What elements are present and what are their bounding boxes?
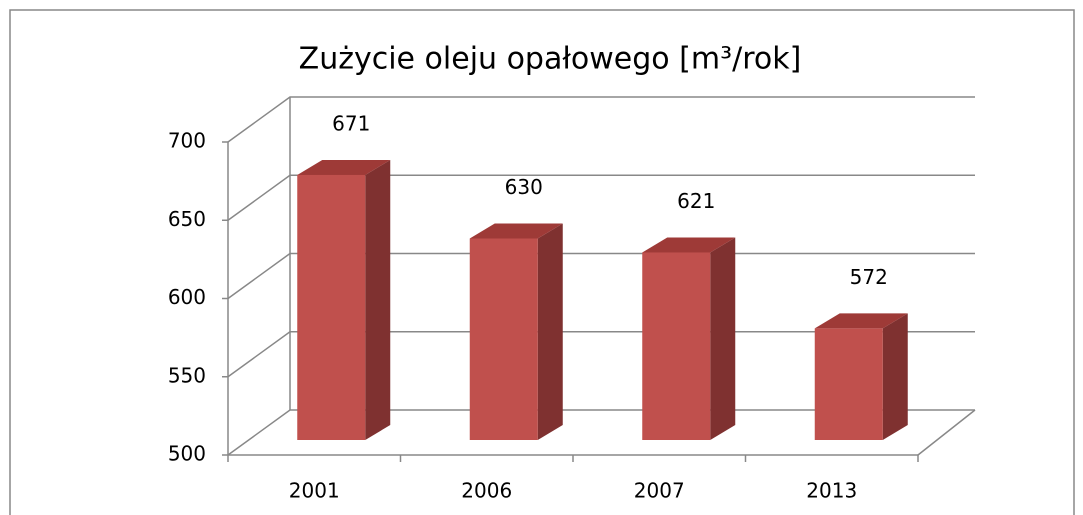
bar	[642, 237, 736, 440]
bar-front	[469, 238, 538, 440]
y-tick-label: 500	[168, 442, 206, 466]
bar-front	[297, 174, 366, 440]
bar-front	[642, 252, 711, 440]
y-tick-label: 650	[168, 207, 206, 231]
bar-side	[710, 237, 736, 440]
bar-front	[814, 328, 883, 440]
grid-line	[227, 409, 975, 456]
y-tick-label: 700	[168, 129, 206, 153]
bar-side	[537, 223, 563, 440]
bar-top	[814, 313, 908, 329]
grid-line	[227, 174, 975, 221]
value-label: 621	[677, 189, 715, 213]
value-label: 572	[850, 265, 888, 289]
bar-top	[297, 159, 391, 175]
bar	[814, 313, 908, 440]
chart-title: Zużycie oleju opałowego [m³/rok]	[299, 42, 802, 77]
grid-line	[227, 96, 975, 143]
value-label: 630	[505, 175, 543, 199]
value-label: 671	[332, 111, 370, 135]
bar	[469, 223, 563, 440]
x-tick-label: 2007	[634, 479, 685, 503]
x-tick-label: 2001	[289, 479, 340, 503]
bar-side	[365, 159, 391, 440]
bar	[297, 159, 391, 440]
x-tick-label: 2006	[461, 479, 512, 503]
grid-line	[227, 252, 975, 300]
bar-side	[882, 313, 908, 440]
bar-top	[469, 223, 563, 239]
y-tick-label: 550	[168, 363, 206, 387]
y-tick-label: 600	[168, 285, 206, 309]
bar-top	[642, 237, 736, 253]
floor-edge	[917, 409, 976, 456]
grid-line	[227, 331, 975, 378]
x-tick-label: 2013	[806, 479, 857, 503]
